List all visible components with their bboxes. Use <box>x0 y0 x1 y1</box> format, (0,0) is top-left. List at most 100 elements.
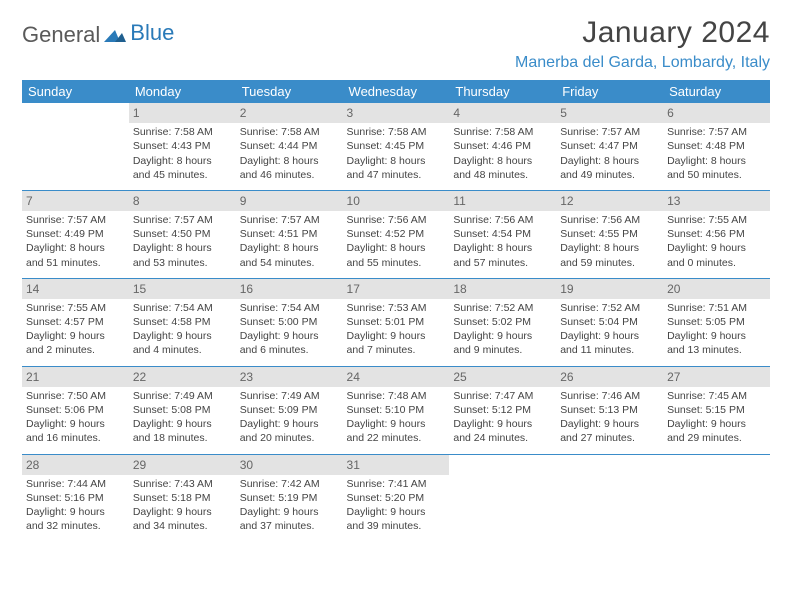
sunrise-text: Sunrise: 7:58 AM <box>240 125 339 139</box>
daylight-line1: Daylight: 8 hours <box>133 241 232 255</box>
daylight-line1: Daylight: 9 hours <box>26 417 125 431</box>
daylight-line2: and 16 minutes. <box>26 431 125 445</box>
day-cell: 15Sunrise: 7:54 AMSunset: 4:58 PMDayligh… <box>129 278 236 366</box>
day-cell: 18Sunrise: 7:52 AMSunset: 5:02 PMDayligh… <box>449 278 556 366</box>
daylight-line1: Daylight: 8 hours <box>560 241 659 255</box>
daylight-line2: and 50 minutes. <box>667 168 766 182</box>
title-block: January 2024 Manerba del Garda, Lombardy… <box>515 16 770 72</box>
daylight-line2: and 49 minutes. <box>560 168 659 182</box>
sunset-text: Sunset: 5:15 PM <box>667 403 766 417</box>
sunrise-text: Sunrise: 7:57 AM <box>26 213 125 227</box>
day-cell: 30Sunrise: 7:42 AMSunset: 5:19 PMDayligh… <box>236 454 343 541</box>
sunset-text: Sunset: 5:18 PM <box>133 491 232 505</box>
day-number: 3 <box>343 103 450 123</box>
brand-mark-icon <box>104 22 126 48</box>
daylight-line1: Daylight: 9 hours <box>347 417 446 431</box>
day-number: 23 <box>236 367 343 387</box>
sunset-text: Sunset: 5:19 PM <box>240 491 339 505</box>
calendar-table: Sunday Monday Tuesday Wednesday Thursday… <box>22 80 770 541</box>
daylight-line2: and 11 minutes. <box>560 343 659 357</box>
brand-logo: General Blue <box>22 22 174 48</box>
header: General Blue January 2024 Manerba del Ga… <box>22 16 770 72</box>
sunrise-text: Sunrise: 7:55 AM <box>26 301 125 315</box>
daylight-line2: and 7 minutes. <box>347 343 446 357</box>
sunrise-text: Sunrise: 7:54 AM <box>133 301 232 315</box>
day-number: 26 <box>556 367 663 387</box>
daylight-line2: and 9 minutes. <box>453 343 552 357</box>
col-friday: Friday <box>556 80 663 103</box>
day-cell: 17Sunrise: 7:53 AMSunset: 5:01 PMDayligh… <box>343 278 450 366</box>
sunrise-text: Sunrise: 7:58 AM <box>347 125 446 139</box>
sunset-text: Sunset: 4:51 PM <box>240 227 339 241</box>
day-cell: 26Sunrise: 7:46 AMSunset: 5:13 PMDayligh… <box>556 366 663 454</box>
daylight-line2: and 48 minutes. <box>453 168 552 182</box>
col-saturday: Saturday <box>663 80 770 103</box>
day-number: 8 <box>129 191 236 211</box>
sunset-text: Sunset: 4:48 PM <box>667 139 766 153</box>
daylight-line2: and 55 minutes. <box>347 256 446 270</box>
sunrise-text: Sunrise: 7:41 AM <box>347 477 446 491</box>
sunset-text: Sunset: 5:05 PM <box>667 315 766 329</box>
day-number: 18 <box>449 279 556 299</box>
day-number <box>663 455 770 475</box>
daylight-line1: Daylight: 8 hours <box>347 241 446 255</box>
sunrise-text: Sunrise: 7:50 AM <box>26 389 125 403</box>
daylight-line2: and 53 minutes. <box>133 256 232 270</box>
sunset-text: Sunset: 4:57 PM <box>26 315 125 329</box>
col-monday: Monday <box>129 80 236 103</box>
sunrise-text: Sunrise: 7:43 AM <box>133 477 232 491</box>
sunrise-text: Sunrise: 7:47 AM <box>453 389 552 403</box>
sunset-text: Sunset: 5:08 PM <box>133 403 232 417</box>
sunrise-text: Sunrise: 7:56 AM <box>453 213 552 227</box>
day-cell: 27Sunrise: 7:45 AMSunset: 5:15 PMDayligh… <box>663 366 770 454</box>
calendar-head: Sunday Monday Tuesday Wednesday Thursday… <box>22 80 770 103</box>
calendar-page: General Blue January 2024 Manerba del Ga… <box>0 0 792 557</box>
week-row: 7Sunrise: 7:57 AMSunset: 4:49 PMDaylight… <box>22 190 770 278</box>
day-number: 11 <box>449 191 556 211</box>
sunset-text: Sunset: 4:55 PM <box>560 227 659 241</box>
day-number <box>556 455 663 475</box>
day-number: 22 <box>129 367 236 387</box>
daylight-line1: Daylight: 8 hours <box>26 241 125 255</box>
sunrise-text: Sunrise: 7:48 AM <box>347 389 446 403</box>
sunset-text: Sunset: 4:44 PM <box>240 139 339 153</box>
sunset-text: Sunset: 4:47 PM <box>560 139 659 153</box>
sunrise-text: Sunrise: 7:57 AM <box>560 125 659 139</box>
day-cell: 13Sunrise: 7:55 AMSunset: 4:56 PMDayligh… <box>663 190 770 278</box>
day-number: 13 <box>663 191 770 211</box>
day-cell: 20Sunrise: 7:51 AMSunset: 5:05 PMDayligh… <box>663 278 770 366</box>
day-cell: 31Sunrise: 7:41 AMSunset: 5:20 PMDayligh… <box>343 454 450 541</box>
col-tuesday: Tuesday <box>236 80 343 103</box>
day-number: 17 <box>343 279 450 299</box>
sunrise-text: Sunrise: 7:58 AM <box>133 125 232 139</box>
col-sunday: Sunday <box>22 80 129 103</box>
sunrise-text: Sunrise: 7:52 AM <box>560 301 659 315</box>
day-cell: 8Sunrise: 7:57 AMSunset: 4:50 PMDaylight… <box>129 190 236 278</box>
sunset-text: Sunset: 5:00 PM <box>240 315 339 329</box>
day-cell <box>556 454 663 541</box>
day-number: 31 <box>343 455 450 475</box>
sunset-text: Sunset: 4:54 PM <box>453 227 552 241</box>
day-cell: 9Sunrise: 7:57 AMSunset: 4:51 PMDaylight… <box>236 190 343 278</box>
day-cell: 22Sunrise: 7:49 AMSunset: 5:08 PMDayligh… <box>129 366 236 454</box>
daylight-line2: and 18 minutes. <box>133 431 232 445</box>
day-cell <box>22 103 129 190</box>
day-number: 21 <box>22 367 129 387</box>
day-cell: 10Sunrise: 7:56 AMSunset: 4:52 PMDayligh… <box>343 190 450 278</box>
daylight-line2: and 24 minutes. <box>453 431 552 445</box>
sunset-text: Sunset: 4:43 PM <box>133 139 232 153</box>
day-cell: 1Sunrise: 7:58 AMSunset: 4:43 PMDaylight… <box>129 103 236 190</box>
daylight-line1: Daylight: 8 hours <box>133 154 232 168</box>
sunrise-text: Sunrise: 7:58 AM <box>453 125 552 139</box>
daylight-line1: Daylight: 9 hours <box>667 329 766 343</box>
location-subtitle: Manerba del Garda, Lombardy, Italy <box>515 54 770 72</box>
day-cell: 29Sunrise: 7:43 AMSunset: 5:18 PMDayligh… <box>129 454 236 541</box>
week-row: 21Sunrise: 7:50 AMSunset: 5:06 PMDayligh… <box>22 366 770 454</box>
daylight-line1: Daylight: 9 hours <box>347 505 446 519</box>
day-number: 14 <box>22 279 129 299</box>
daylight-line2: and 22 minutes. <box>347 431 446 445</box>
daylight-line1: Daylight: 9 hours <box>240 505 339 519</box>
day-cell: 25Sunrise: 7:47 AMSunset: 5:12 PMDayligh… <box>449 366 556 454</box>
sunrise-text: Sunrise: 7:52 AM <box>453 301 552 315</box>
sunset-text: Sunset: 5:06 PM <box>26 403 125 417</box>
